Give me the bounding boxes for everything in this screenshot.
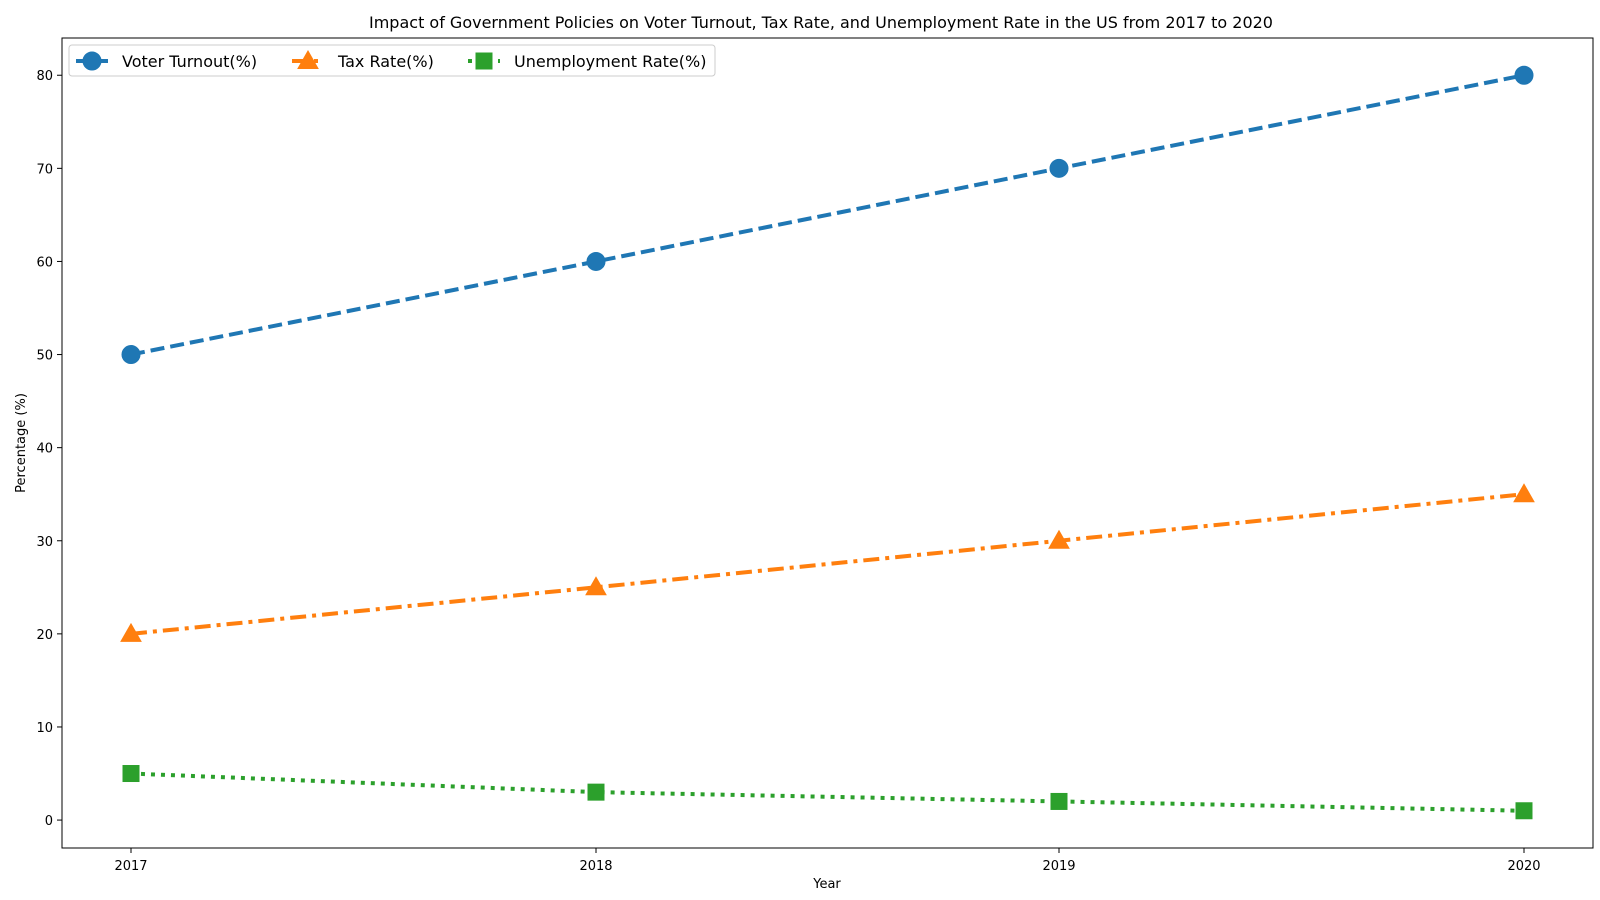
data-point-marker <box>1513 483 1535 503</box>
legend-label: Tax Rate(%) <box>337 52 434 71</box>
series-line <box>130 492 1525 636</box>
y-tick-label: 40 <box>36 442 53 457</box>
data-point-marker <box>120 622 142 642</box>
data-point-marker <box>1048 529 1070 549</box>
legend-entry: Tax Rate(%) <box>292 49 434 71</box>
data-point-marker <box>122 765 140 783</box>
y-tick-label: 60 <box>36 255 53 270</box>
data-point-marker <box>1514 65 1534 85</box>
x-tick-label: 2017 <box>114 859 147 874</box>
y-tick-label: 70 <box>36 162 53 177</box>
series-line <box>130 771 1525 813</box>
data-point-marker <box>586 251 606 271</box>
y-tick-label: 0 <box>45 814 53 829</box>
legend-entry: Unemployment Rate(%) <box>468 52 706 71</box>
data-point-marker <box>1515 802 1533 820</box>
data-point-marker <box>1049 158 1069 178</box>
series-layer <box>120 65 1535 820</box>
x-tick-label: 2019 <box>1042 859 1075 874</box>
legend-box <box>68 44 716 77</box>
y-tick-label: 20 <box>36 628 53 643</box>
x-axis-label: Year <box>812 877 841 892</box>
legend-label: Voter Turnout(%) <box>122 52 257 71</box>
y-tick-label: 80 <box>36 69 53 84</box>
data-point-marker <box>585 576 607 596</box>
legend-label: Unemployment Rate(%) <box>514 52 706 71</box>
y-axis-label: Percentage (%) <box>14 393 29 493</box>
data-point-marker <box>121 345 141 365</box>
series-line <box>130 73 1525 357</box>
legend-marker <box>475 52 493 70</box>
y-tick-label: 30 <box>36 535 53 550</box>
series-2 <box>122 765 1533 820</box>
chart-title: Impact of Government Policies on Voter T… <box>369 13 1273 32</box>
legend-entry: Voter Turnout(%) <box>76 51 257 71</box>
legend-marker <box>297 49 319 69</box>
y-axis: 0 10 20 30 40 50 60 70 80 <box>36 69 62 829</box>
data-point-marker <box>1050 792 1068 810</box>
series-0 <box>121 65 1534 365</box>
legend-marker <box>82 51 102 71</box>
legend: Voter Turnout(%) Tax Rate(%) Unemployment … <box>68 44 716 77</box>
data-point-marker <box>587 783 605 801</box>
series-1 <box>120 483 1535 642</box>
x-axis: 2017 2018 2019 2020 <box>114 848 1541 874</box>
y-tick-label: 50 <box>36 349 53 364</box>
x-tick-label: 2018 <box>579 859 612 874</box>
plot-area <box>62 38 1593 848</box>
x-tick-label: 2020 <box>1507 859 1540 874</box>
y-tick-label: 10 <box>36 721 53 736</box>
plot-frame <box>61 37 1594 849</box>
